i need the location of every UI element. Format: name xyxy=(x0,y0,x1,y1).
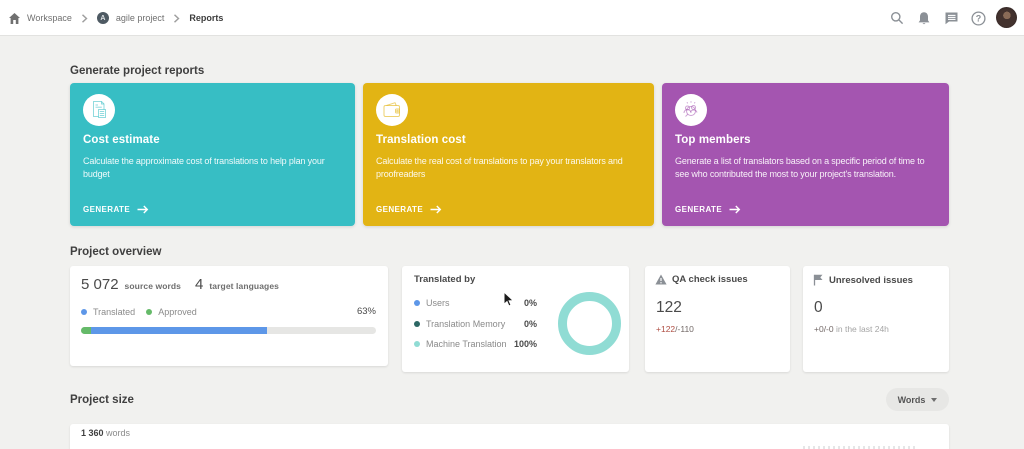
card-title: Cost estimate xyxy=(83,134,160,146)
source-words-label: source words xyxy=(124,281,182,291)
chevron-right-icon xyxy=(81,13,88,23)
unresolved-issues-delta: +0/-0 in the last 24h xyxy=(814,324,889,334)
translated-segment xyxy=(91,327,267,334)
mouse-cursor xyxy=(503,291,515,307)
translated-by-donut-chart xyxy=(558,292,621,355)
legend-approved: Approved xyxy=(146,307,197,317)
unit-dropdown[interactable]: Words xyxy=(886,388,949,411)
generate-button[interactable]: GENERATE xyxy=(675,205,741,214)
breadcrumb-project[interactable]: agile project xyxy=(115,13,165,23)
messages-icon[interactable] xyxy=(943,10,959,26)
translation-cost-icon xyxy=(376,94,408,126)
legend-translated: Translated xyxy=(81,307,135,317)
card-description: Calculate the real cost of translations … xyxy=(376,156,623,179)
project-size-summary: 1 360 words xyxy=(81,428,131,438)
source-words-value: 5 072 xyxy=(81,276,119,293)
card-description: Calculate the approximate cost of transl… xyxy=(83,156,325,179)
caret-down-icon xyxy=(931,397,938,402)
unresolved-issues-value: 0 xyxy=(814,299,823,316)
bell-icon[interactable] xyxy=(916,10,932,26)
arrow-right-icon xyxy=(430,205,442,214)
overview-progress-card: 5 072 source words 4 target languages Tr… xyxy=(70,266,388,366)
arrow-right-icon xyxy=(137,205,149,214)
cost-estimate-icon xyxy=(83,94,115,126)
help-icon[interactable]: ? xyxy=(970,10,986,26)
translated-percent: 63% xyxy=(356,306,376,317)
warning-icon xyxy=(655,274,667,285)
translated-by-row-tm: Translation Memory 0% xyxy=(414,314,537,335)
generate-section-title: Generate project reports xyxy=(70,65,205,77)
breadcrumb-current-reports: Reports xyxy=(189,13,224,23)
unresolved-issues-title: Unresolved issues xyxy=(829,274,913,286)
translated-dot xyxy=(81,308,87,315)
translated-by-card: Translated by Users 0% Translation Memor… xyxy=(402,266,629,372)
card-title: Translation cost xyxy=(376,134,466,146)
top-members-icon xyxy=(675,94,707,126)
qa-check-issues-card: QA check issues 122 +122/-110 xyxy=(645,266,790,372)
qa-issues-title: QA check issues xyxy=(672,274,748,285)
translation-progress-bar xyxy=(81,327,376,334)
card-description: Generate a list of translators based on … xyxy=(675,156,925,179)
breadcrumb: Workspace A agile project Reports xyxy=(8,0,223,36)
users-dot xyxy=(414,300,420,307)
qa-issues-delta: +122/-110 xyxy=(656,324,694,334)
generate-button[interactable]: GENERATE xyxy=(376,205,442,214)
card-title: Top members xyxy=(675,134,751,146)
flag-icon xyxy=(813,274,823,286)
qa-issues-value: 122 xyxy=(656,299,682,316)
clipped-bottom-text xyxy=(803,446,915,449)
generate-button[interactable]: GENERATE xyxy=(83,205,149,214)
machine-translation-dot xyxy=(414,341,420,348)
target-languages-label: target languages xyxy=(209,281,279,291)
approved-dot xyxy=(146,308,153,315)
size-section-title: Project size xyxy=(70,394,134,406)
home-icon[interactable] xyxy=(8,12,21,25)
project-avatar: A xyxy=(96,12,109,24)
svg-text:?: ? xyxy=(975,13,981,23)
top-bar: Workspace A agile project Reports ? xyxy=(0,0,1024,36)
unresolved-issues-card: Unresolved issues 0 +0/-0 in the last 24… xyxy=(803,266,949,372)
translated-by-title: Translated by xyxy=(414,274,476,285)
chevron-right-icon xyxy=(173,13,180,23)
translation-cost-card: Translation cost Calculate the real cost… xyxy=(363,83,654,226)
user-avatar[interactable] xyxy=(996,7,1017,28)
overview-section-title: Project overview xyxy=(70,246,162,258)
approved-segment xyxy=(81,327,91,334)
top-members-card: Top members Generate a list of translato… xyxy=(662,83,949,226)
search-icon[interactable] xyxy=(889,10,905,26)
project-size-card: 1 360 words xyxy=(70,424,949,449)
breadcrumb-workspace[interactable]: Workspace xyxy=(27,13,72,23)
cost-estimate-card: Cost estimate Calculate the approximate … xyxy=(70,83,355,226)
target-languages-value: 4 xyxy=(195,276,204,293)
translation-memory-dot xyxy=(414,320,420,327)
arrow-right-icon xyxy=(729,205,741,214)
translated-by-row-mt: Machine Translation 100% xyxy=(414,334,537,355)
translated-by-row-users: Users 0% xyxy=(414,293,537,314)
